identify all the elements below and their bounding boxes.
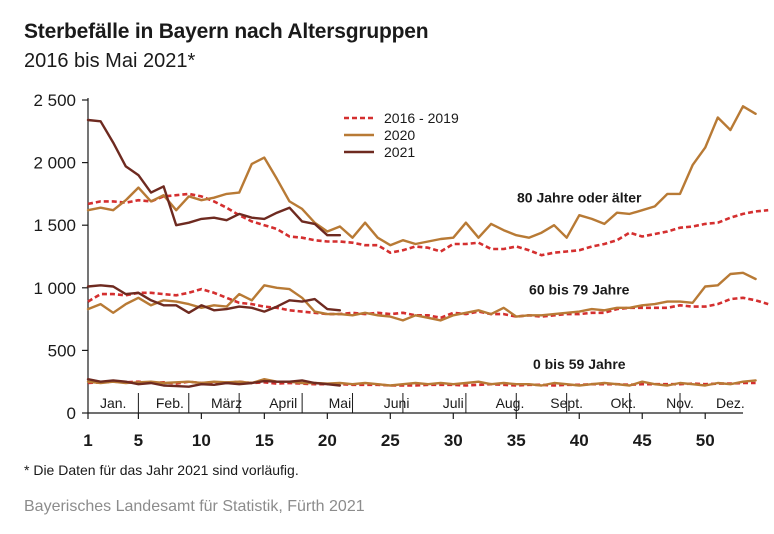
x-tick-label: 50 [696,431,715,450]
x-tick-label: 30 [444,431,463,450]
group-label-background [527,355,631,374]
group-label-background [524,280,635,299]
month-label: Juni [384,395,410,411]
group-label: 60 bis 79 Jahre [529,282,630,298]
month-label: Sept. [550,395,583,411]
series-line-s2016_2019-group-1 [87,287,769,320]
x-tick-label: 1 [83,431,92,450]
x-tick-label: 35 [507,431,526,450]
source-note: Bayerisches Landesamt für Statistik, Für… [24,498,365,515]
y-tick-label: 1 500 [33,216,76,235]
series-line-s2020-group-0 [86,105,757,247]
y-tick-label: 500 [48,341,76,360]
x-tick-label: 45 [633,431,652,450]
x-tick-label: 10 [192,431,211,450]
month-label: Jan. [100,395,126,411]
y-tick-label: 0 [67,404,76,423]
series-line-s2021-group-2 [86,378,342,388]
chart-title: Sterbefälle in Bayern nach Altersgruppen [24,20,429,43]
x-tick-label: 20 [318,431,337,450]
month-label: Juli [443,395,464,411]
month-label: Dez. [716,395,745,411]
legend-entry: 2021 [384,144,415,160]
y-tick-label: 2 000 [33,154,76,173]
series-line-s2021-group-1 [86,284,342,314]
month-label: Mai [329,395,352,411]
series-line-s2020-group-2 [86,378,757,387]
month-label: Nov. [666,395,694,411]
month-label: April [269,395,297,411]
x-tick-label: 25 [381,431,400,450]
group-label-background [511,188,648,207]
chart-subtitle: 2016 bis Mai 2021* [24,50,196,72]
series-line-s2021-group-0 [86,118,342,237]
footnote: * Die Daten für das Jahr 2021 sind vorlä… [24,462,299,478]
line-chart: 0 500 1 000 1 500 2 000 2 500 Jan. Feb. März Apri… [33,91,769,450]
y-tick-label: 2 500 [33,91,76,110]
month-label: Okt. [611,395,637,411]
x-tick-label: 40 [570,431,589,450]
month-label: März [211,395,242,411]
group-label: 80 Jahre oder älter [517,190,642,206]
x-tick-label: 15 [255,431,274,450]
group-label: 0 bis 59 Jahre [533,356,626,372]
month-label: Feb. [156,395,184,411]
legend-entry: 2020 [384,127,415,143]
month-label: Aug. [496,395,525,411]
series-line-s2016_2019-group-0 [87,192,769,257]
x-tick-label: 5 [134,431,143,450]
legend-entry: 2016 - 2019 [384,110,459,126]
y-tick-label: 1 000 [33,279,76,298]
